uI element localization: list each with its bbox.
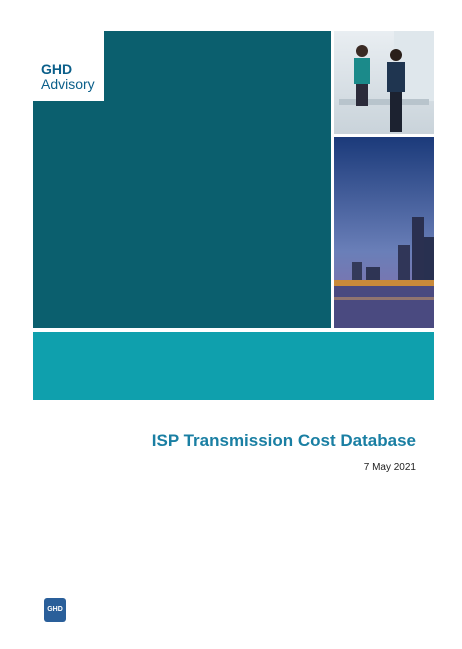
- office-photo: [334, 31, 434, 134]
- document-date: 7 May 2021: [364, 462, 416, 473]
- document-title: ISP Transmission Cost Database: [152, 431, 416, 451]
- footer-logo: GHD: [44, 598, 66, 622]
- page: GHD Advisory ISP Transmission Cost Datab…: [0, 0, 462, 649]
- brand-name: GHD: [41, 62, 72, 76]
- brand-division: Advisory: [41, 77, 95, 91]
- city-photo: [334, 137, 434, 328]
- accent-band: [33, 332, 434, 400]
